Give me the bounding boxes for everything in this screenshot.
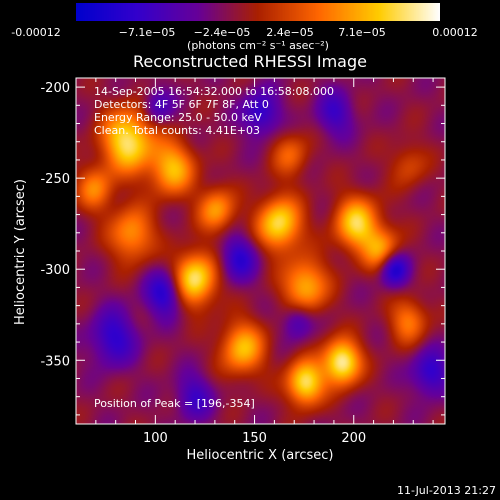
colorbar-gradient bbox=[76, 3, 440, 21]
y-tick-label: -200 bbox=[40, 81, 70, 96]
y-tick-label: -300 bbox=[40, 263, 70, 278]
x-tick-label: 100 bbox=[143, 431, 168, 446]
colorbar bbox=[76, 3, 440, 21]
y-axis-label: Heliocentric Y (arcsec) bbox=[13, 179, 28, 325]
colorbar-tick-label: 7.1e−05 bbox=[338, 26, 386, 39]
y-tick-label: -350 bbox=[40, 354, 70, 369]
x-axis-label: Heliocentric X (arcsec) bbox=[187, 448, 334, 463]
annotation-block: 14-Sep-2005 16:54:32.000 to 16:58:08.000… bbox=[94, 85, 334, 137]
colorbar-tick-label: −2.4e−05 bbox=[193, 26, 251, 39]
y-axis: -200 -250 -300 -350 bbox=[40, 81, 445, 416]
annotation-detectors: Detectors: 4F 5F 6F 7F 8F, Att 0 bbox=[94, 98, 269, 111]
x-tick-label: 200 bbox=[341, 431, 366, 446]
peak-position-label: Position of Peak = [196,-354] bbox=[94, 397, 255, 410]
annotation-counts: Clean. Total counts: 4.41E+03 bbox=[94, 124, 260, 137]
annotation-energy-range: Energy Range: 25.0 - 50.0 keV bbox=[94, 111, 262, 124]
colorbar-tick-label: 2.4e−05 bbox=[266, 26, 314, 39]
annotation-time-range: 14-Sep-2005 16:54:32.000 to 16:58:08.000 bbox=[94, 85, 334, 98]
colorbar-tick-label: -0.00012 bbox=[11, 26, 61, 39]
colorbar-units: (photons cm⁻² s⁻¹ asec⁻²) bbox=[187, 39, 329, 52]
y-tick-label: -250 bbox=[40, 172, 70, 187]
colorbar-tick-label: 0.00012 bbox=[432, 26, 478, 39]
heatmap-image bbox=[76, 78, 445, 424]
chart-title: Reconstructed RHESSI Image bbox=[133, 52, 367, 71]
x-tick-label: 150 bbox=[242, 431, 267, 446]
timestamp-footer: 11-Jul-2013 21:27 bbox=[396, 484, 496, 497]
colorbar-tick-label: −7.1e−05 bbox=[118, 26, 176, 39]
x-axis: 100 150 200 bbox=[75, 78, 434, 446]
